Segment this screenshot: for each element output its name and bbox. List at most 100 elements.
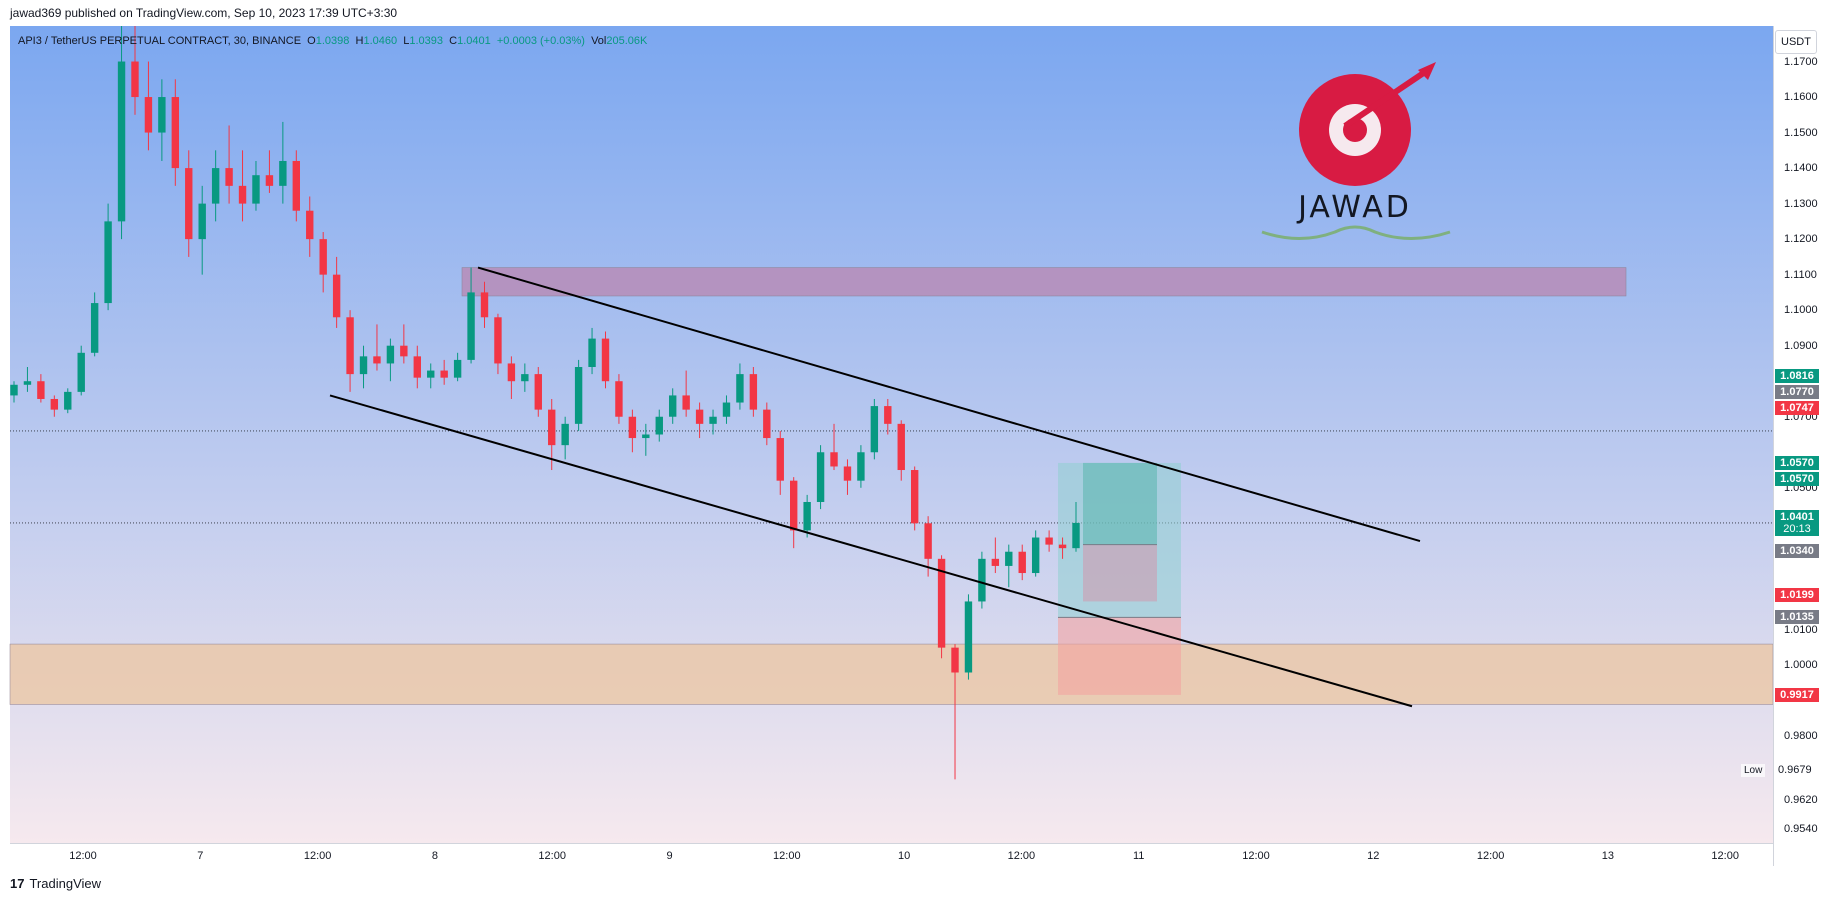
candle [574, 359, 583, 431]
candle [440, 359, 448, 385]
candle-body [601, 338, 610, 382]
candle-body [319, 239, 327, 275]
x-tick-label: 11 [1132, 850, 1145, 862]
candle-body [1005, 551, 1013, 566]
lower-channel-line [329, 394, 1413, 708]
price-scale[interactable] [1773, 26, 1835, 866]
candle-body [843, 466, 852, 481]
long-position-tool[interactable] [1058, 462, 1181, 695]
x-tick-label: 10 [897, 850, 911, 862]
candle-body [857, 452, 865, 481]
candle [1058, 537, 1067, 559]
candle-body [225, 168, 233, 186]
candle [1045, 530, 1053, 552]
publish-info: jawad369 published on TradingView.com, S… [10, 6, 398, 20]
candle [507, 356, 516, 399]
y-tick-label: 1.1000 [1784, 304, 1818, 317]
candle-body [507, 363, 516, 382]
candle-body [292, 160, 301, 211]
candle-body [346, 317, 354, 375]
candle [870, 398, 879, 460]
candle-body [749, 374, 758, 410]
tradingview-footer[interactable]: 17 TradingView [10, 876, 101, 891]
current-segment [1083, 544, 1157, 602]
currency-button[interactable]: USDT [1775, 30, 1817, 54]
candle [332, 256, 341, 328]
candle-body [386, 345, 395, 364]
candle [225, 125, 233, 204]
candle [400, 324, 408, 364]
candle [588, 327, 596, 375]
legend-symbol[interactable]: API3 / TetherUS PERPETUAL CONTRACT, 30, … [18, 35, 302, 47]
candle-body [185, 168, 193, 240]
candle [736, 363, 744, 410]
candle-body [494, 317, 502, 364]
candle-body [574, 367, 583, 424]
price-label: 1.0570 [1775, 471, 1819, 486]
time-axis[interactable]: 12:00 7 12:00 8 12:00 9 12:00 10 12:00 11 12:00 12 1… [10, 843, 1773, 866]
x-tick-label: 8 [431, 850, 438, 862]
candle [642, 423, 650, 456]
candle [292, 150, 301, 222]
candle-body [1072, 522, 1080, 549]
candle [709, 409, 717, 435]
candle [23, 367, 32, 392]
candle-body [64, 391, 72, 410]
candle-body [131, 61, 139, 98]
candle-body [10, 384, 18, 396]
candle [910, 466, 919, 531]
candle-body [816, 452, 825, 502]
candle-body [50, 398, 59, 410]
x-tick-label: 9 [666, 850, 673, 862]
countdown-label: 20:13 [1783, 522, 1811, 535]
candle [1031, 530, 1040, 577]
candle-body [628, 416, 637, 439]
x-tick-label: 7 [197, 850, 204, 862]
y-tick-label: 1.1500 [1784, 126, 1818, 139]
jawad-logo [1261, 62, 1451, 240]
low-marker-value: 0.9679 [1778, 764, 1812, 776]
candle-body [413, 356, 421, 378]
candle [682, 370, 690, 417]
tradingview-brand: TradingView [29, 876, 102, 891]
x-tick-label: 12:00 [1476, 850, 1505, 862]
x-tick-label: 12:00 [303, 850, 332, 862]
candle-body [198, 203, 206, 240]
candle-body [682, 395, 690, 410]
candle-body [521, 374, 529, 382]
candle-body [427, 370, 435, 378]
legend-volume: 205.06K [606, 35, 648, 47]
candle [991, 537, 1000, 574]
price-label: 0.9917 [1775, 687, 1819, 702]
candle-body [776, 438, 784, 481]
candle-body [1045, 537, 1053, 545]
x-tick-label: 12:00 [1711, 850, 1739, 862]
candle-body [937, 558, 946, 648]
candle-body [90, 303, 99, 353]
candle [695, 402, 704, 439]
candle [897, 420, 905, 481]
candle-body [453, 359, 462, 378]
x-tick-label: 12:00 [773, 850, 801, 862]
candles-layer [10, 26, 1080, 780]
candle-body [548, 409, 556, 446]
x-tick-label: 12:00 [1242, 850, 1270, 862]
candle-body [588, 338, 596, 368]
candle [117, 26, 126, 240]
stop-zone [1058, 617, 1181, 695]
candle [90, 292, 99, 357]
descending-channel[interactable] [329, 266, 1421, 708]
candle [494, 313, 502, 375]
legend-close: 1.0401 [457, 35, 491, 47]
price-label: 1.0816 [1775, 368, 1819, 383]
candle [843, 459, 852, 495]
candle-body [144, 97, 153, 133]
candle [359, 345, 368, 389]
candle [1018, 544, 1026, 581]
candle [373, 324, 381, 371]
price-label: 1.0401 20:13 [1775, 509, 1819, 536]
candle-body [23, 381, 32, 385]
x-tick-label: 13 [1601, 850, 1615, 862]
candle-body [870, 406, 879, 453]
